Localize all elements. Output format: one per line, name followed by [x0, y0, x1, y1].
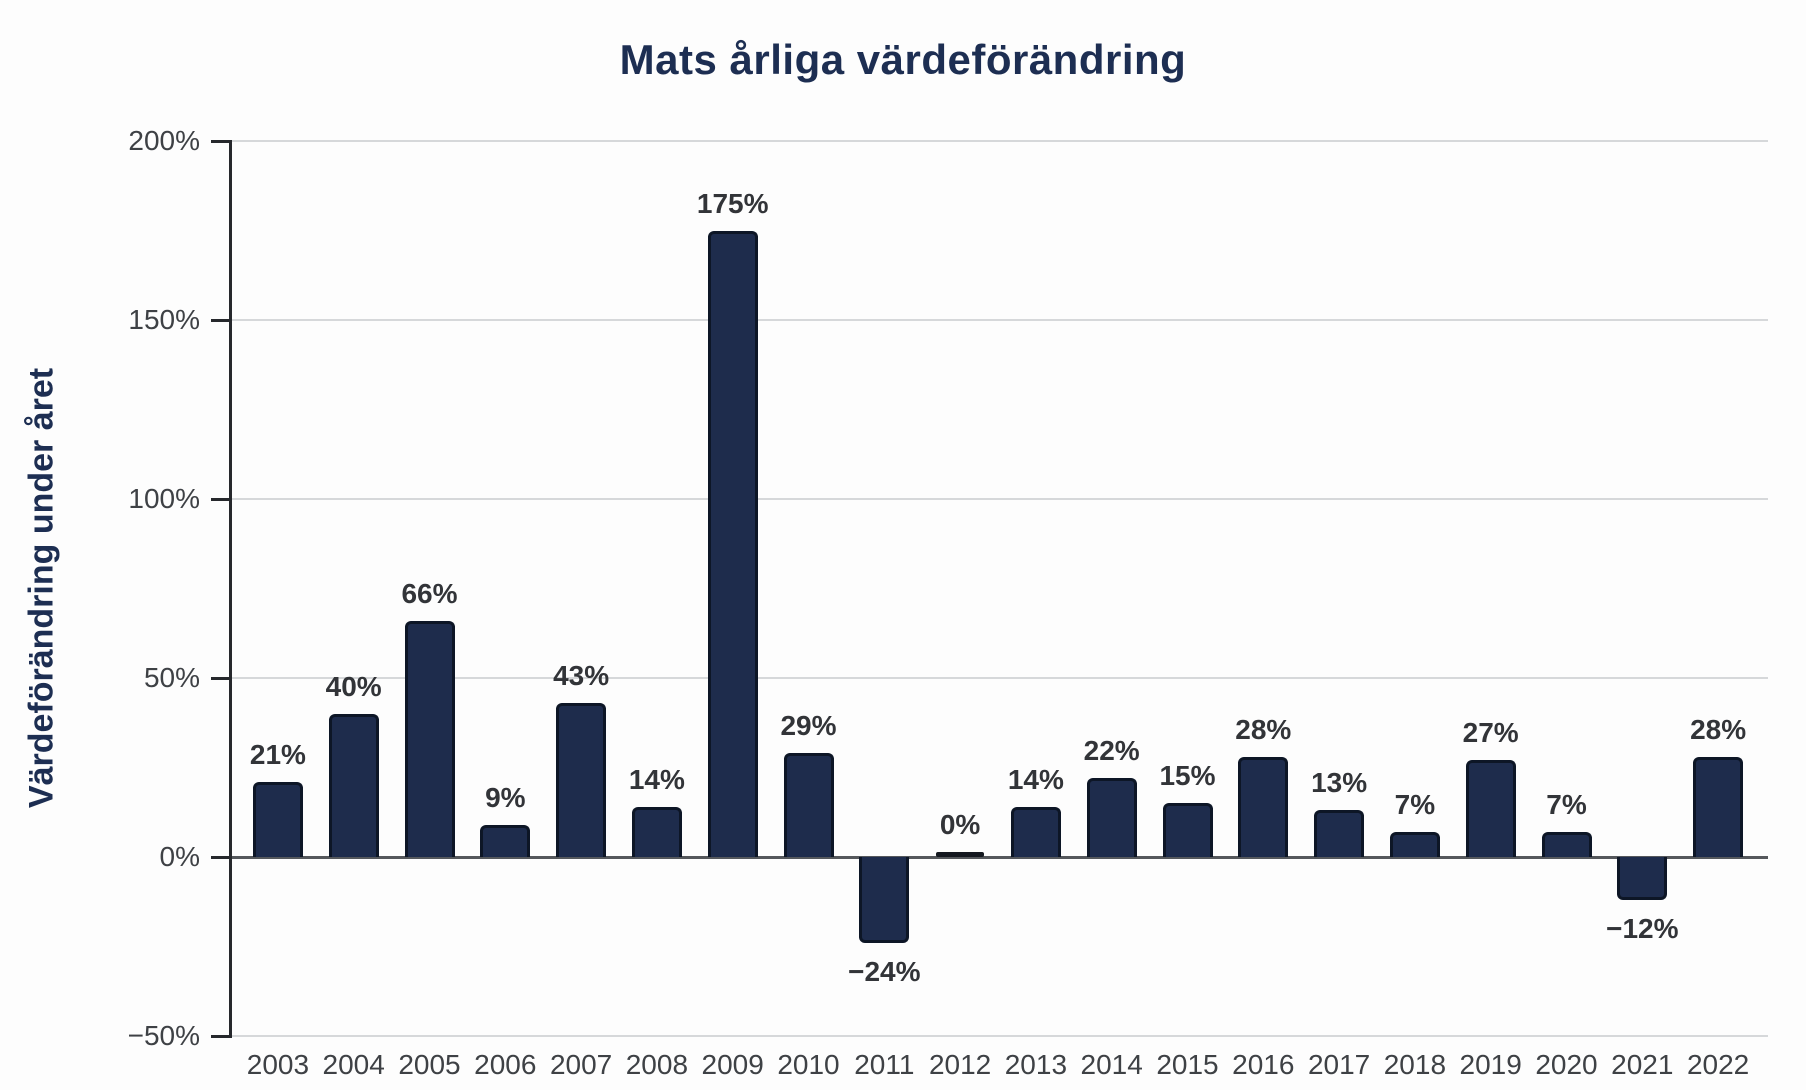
bar-2011: [859, 857, 910, 943]
bar-2004: [328, 713, 379, 857]
bar-value-label: 0%: [939, 809, 981, 840]
bar-value-label: 27%: [1462, 717, 1519, 749]
gridline-100%: [232, 498, 1768, 500]
x-tick-label-2020: 2020: [1535, 1049, 1598, 1080]
chart-title: Mats årliga värdeförändring: [619, 36, 1187, 83]
y-tick-label: 0%: [159, 841, 200, 872]
x-tick-label-2004: 2004: [322, 1049, 385, 1080]
bar-2005: [404, 620, 455, 857]
bar-2022: [1693, 756, 1744, 857]
bar-2020: [1541, 831, 1592, 857]
bar-2012: [936, 852, 985, 857]
bar-2018: [1389, 831, 1440, 857]
x-tick-label-2013: 2013: [1004, 1049, 1068, 1080]
y-tick-label: 150%: [128, 304, 200, 335]
gridline-−50%: [232, 1035, 1768, 1037]
x-tick-label-2005: 2005: [398, 1049, 461, 1080]
y-tick-label: 200%: [128, 125, 200, 156]
x-tick-label-2016: 2016: [1232, 1049, 1295, 1080]
gridline-150%: [232, 319, 1768, 321]
x-tick-label-2003: 2003: [246, 1049, 310, 1080]
bar-2016: [1238, 756, 1289, 857]
y-tick-label: 100%: [128, 483, 200, 514]
x-tick-label-2019: 2019: [1459, 1049, 1522, 1080]
y-tick-mark: [211, 855, 232, 859]
y-tick-mark: [211, 1034, 232, 1038]
x-tick-label-2008: 2008: [625, 1049, 689, 1080]
y-axis-title: Värdeförändring under året: [22, 367, 61, 809]
gridline-50%: [232, 677, 1768, 679]
bar-2017: [1314, 810, 1365, 857]
y-tick-mark: [211, 139, 232, 143]
gridline-200%: [232, 140, 1768, 142]
bar-2003: [252, 781, 303, 857]
bar-2009: [707, 230, 758, 857]
y-tick-label: −50%: [127, 1020, 200, 1051]
bar-value-label: 7%: [1394, 788, 1436, 820]
bar-value-label: 15%: [1159, 760, 1216, 792]
bar-2015: [1162, 803, 1213, 857]
plot-area: 200% 150% 100% 50% 0% −50% 21% 40% 66% 9% 43% 14% 1…: [128, 125, 1768, 1080]
bar-value-label: 28%: [1235, 713, 1292, 745]
bar-2008: [631, 806, 682, 857]
x-tick-label-2021: 2021: [1611, 1049, 1674, 1080]
bar-value-label: 40%: [325, 670, 382, 702]
y-tick-label: 50%: [143, 662, 200, 693]
bar-value-label: −24%: [848, 955, 921, 987]
gridline-0%: [232, 856, 1768, 859]
bar-value-label: −12%: [1606, 912, 1679, 944]
x-tick-label-2011: 2011: [854, 1049, 915, 1080]
bar-value-label: 29%: [780, 710, 837, 742]
x-tick-label-2007: 2007: [549, 1049, 613, 1080]
bar-2007: [556, 703, 607, 857]
bar-value-label: 9%: [485, 781, 526, 813]
x-tick-label-2006: 2006: [474, 1049, 537, 1080]
x-tick-label-2022: 2022: [1686, 1049, 1750, 1080]
x-tick-label-2014: 2014: [1080, 1049, 1143, 1080]
bar-2019: [1465, 760, 1516, 857]
bar-2010: [783, 753, 834, 857]
bar-value-label: 14%: [628, 763, 685, 795]
bar-value-label: 28%: [1690, 713, 1747, 745]
x-tick-label-2010: 2010: [777, 1049, 840, 1080]
x-tick-label-2012: 2012: [928, 1049, 992, 1080]
bar-value-label: 66%: [401, 577, 458, 609]
y-tick-mark: [211, 497, 232, 501]
x-tick-label-2018: 2018: [1383, 1049, 1447, 1080]
x-tick-label-2015: 2015: [1156, 1049, 1219, 1080]
bar-value-label: 43%: [553, 660, 610, 692]
bar-value-label: 22%: [1083, 735, 1140, 767]
bar-2021: [1617, 857, 1668, 900]
bar-value-label: 14%: [1007, 763, 1064, 795]
x-tick-label-2009: 2009: [701, 1049, 764, 1080]
y-tick-mark: [211, 318, 232, 322]
bar-value-label: 21%: [249, 738, 306, 770]
bar-value-label: 13%: [1311, 767, 1368, 799]
bar-2006: [480, 824, 531, 857]
bar-value-label: 175%: [696, 187, 769, 219]
bar-2013: [1010, 806, 1061, 857]
bar-2014: [1086, 778, 1137, 857]
y-axis-line: [229, 141, 232, 1036]
bar-value-label: 7%: [1546, 788, 1587, 820]
x-tick-label-2017: 2017: [1307, 1049, 1371, 1080]
y-tick-mark: [211, 676, 232, 680]
